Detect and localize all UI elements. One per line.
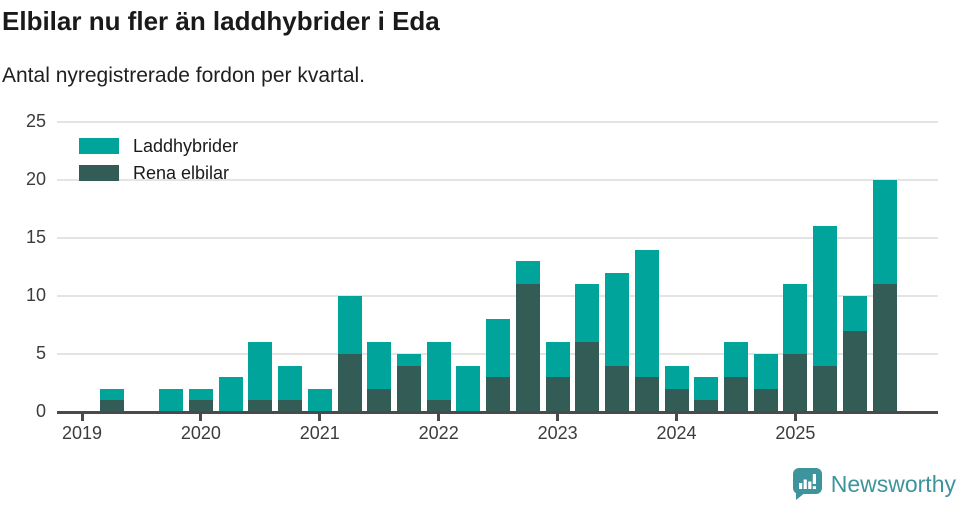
bar-segment-laddhybrider [635,250,659,378]
bar-segment-rena-elbilar [516,284,540,412]
y-tick-label: 0 [6,401,46,422]
bar-segment-laddhybrider [486,319,510,377]
bar-segment-rena-elbilar [338,354,362,412]
gridline [57,121,938,123]
bar-segment-laddhybrider [605,273,629,366]
chart-figure: Elbilar nu fler än laddhybrider i Eda An… [0,0,960,505]
legend-swatch-laddhybrider [79,138,119,154]
x-tick-label: 2024 [642,423,712,444]
bar-segment-rena-elbilar [873,284,897,412]
x-axis-tick [437,414,440,421]
bar-segment-laddhybrider [694,377,718,400]
x-tick-label: 2023 [523,423,593,444]
bar-segment-laddhybrider [248,342,272,400]
bar-segment-laddhybrider [516,261,540,284]
x-tick-label: 2021 [285,423,355,444]
bar-segment-rena-elbilar [575,342,599,412]
newsworthy-logo-icon [792,468,823,500]
bar-segment-laddhybrider [813,226,837,365]
gridline [57,237,938,239]
bar-segment-laddhybrider [397,354,421,366]
bar-segment-laddhybrider [338,296,362,354]
bar-segment-laddhybrider [367,342,391,388]
legend-item-rena-elbilar: Rena elbilar [79,165,238,181]
brand-name: Newsworthy [831,471,956,498]
y-tick-label: 15 [6,227,46,248]
y-tick-label: 20 [6,169,46,190]
bar-segment-laddhybrider [278,366,302,401]
bar-segment-rena-elbilar [486,377,510,412]
x-axis-tick [81,414,84,421]
bar-segment-laddhybrider [456,366,480,412]
bar-segment-rena-elbilar [397,366,421,412]
x-axis-tick [794,414,797,421]
bar-segment-rena-elbilar [546,377,570,412]
x-tick-label: 2022 [404,423,474,444]
bar-segment-laddhybrider [546,342,570,377]
chart-legend: Laddhybrider Rena elbilar [79,138,238,192]
bar-segment-laddhybrider [219,377,243,412]
bar-segment-laddhybrider [189,389,213,401]
bar-segment-rena-elbilar [754,389,778,412]
x-axis-line [57,411,938,414]
legend-item-laddhybrider: Laddhybrider [79,138,238,154]
bar-segment-laddhybrider [873,180,897,284]
x-tick-label: 2020 [166,423,236,444]
bar-segment-rena-elbilar [605,366,629,412]
x-axis-tick [318,414,321,421]
x-axis-tick [556,414,559,421]
bar-segment-rena-elbilar [813,366,837,412]
legend-label: Rena elbilar [133,165,229,181]
legend-swatch-rena-elbilar [79,165,119,181]
x-tick-label: 2019 [47,423,117,444]
bar-segment-laddhybrider [159,389,183,412]
bar-segment-laddhybrider [843,296,867,331]
x-axis-tick [675,414,678,421]
x-axis-tick [199,414,202,421]
legend-label: Laddhybrider [133,138,238,154]
bar-segment-laddhybrider [308,389,332,412]
y-tick-label: 10 [6,285,46,306]
bar-segment-rena-elbilar [367,389,391,412]
y-tick-label: 5 [6,343,46,364]
x-tick-label: 2025 [760,423,830,444]
bar-segment-laddhybrider [427,342,451,400]
bar-segment-rena-elbilar [724,377,748,412]
bar-segment-laddhybrider [575,284,599,342]
newsworthy-branding: Newsworthy [792,468,956,500]
bar-segment-rena-elbilar [635,377,659,412]
bar-segment-rena-elbilar [783,354,807,412]
bar-segment-laddhybrider [783,284,807,354]
bar-segment-laddhybrider [754,354,778,389]
bar-segment-laddhybrider [100,389,124,401]
bar-segment-rena-elbilar [843,331,867,412]
bar-segment-laddhybrider [665,366,689,389]
y-tick-label: 25 [6,111,46,132]
plot-area: 05101520252019202020212022202320242025 [0,0,960,505]
bar-segment-rena-elbilar [665,389,689,412]
bar-segment-laddhybrider [724,342,748,377]
